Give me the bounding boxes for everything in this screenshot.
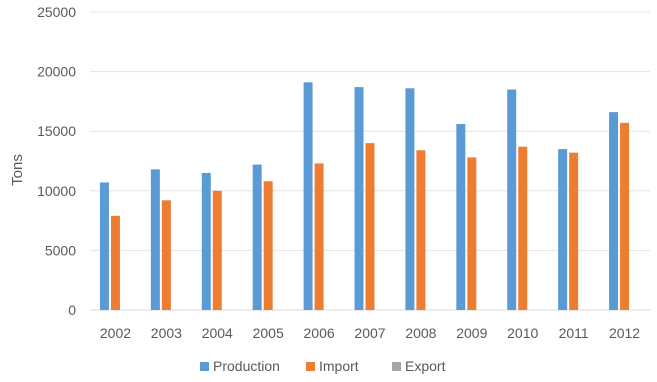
bar-production-2004 xyxy=(201,172,211,310)
legend-label-production: Production xyxy=(213,358,280,374)
bar-production-2011 xyxy=(558,149,568,310)
bar-production-2002 xyxy=(99,182,109,310)
bar-production-2008 xyxy=(405,88,415,311)
bar-import-2005 xyxy=(263,181,273,310)
bar-production-2010 xyxy=(507,89,517,310)
x-tick-label: 2006 xyxy=(304,325,335,341)
y-tick-label: 10000 xyxy=(37,183,76,199)
y-tick-label: 25000 xyxy=(37,4,76,20)
bar-import-2004 xyxy=(212,190,222,310)
x-tick-label: 2005 xyxy=(253,325,284,341)
bar-import-2006 xyxy=(314,163,324,310)
x-tick-label: 2007 xyxy=(354,325,385,341)
legend-swatch-import xyxy=(306,362,315,371)
bar-import-2010 xyxy=(518,146,528,310)
x-tick-label: 2011 xyxy=(559,325,589,341)
legend-swatch-production xyxy=(200,362,209,371)
legend-swatch-export xyxy=(392,362,401,371)
y-axis-ticks: 0 5000 10000 15000 20000 25000 xyxy=(37,4,76,318)
x-tick-label: 2008 xyxy=(405,325,436,341)
bar-import-2011 xyxy=(569,152,579,310)
y-tick-label: 20000 xyxy=(37,64,76,80)
legend-label-export: Export xyxy=(405,358,446,374)
bar-import-2002 xyxy=(110,215,120,310)
legend: Production Import Export xyxy=(200,358,446,374)
bars xyxy=(99,82,630,311)
x-tick-label: 2002 xyxy=(100,325,131,341)
x-tick-label: 2003 xyxy=(151,325,182,341)
x-axis-ticks: 2002 2003 2004 2005 2006 2007 2008 2009 2010 2011… xyxy=(100,325,640,341)
legend-label-import: Import xyxy=(319,358,359,374)
x-tick-label: 2010 xyxy=(507,325,538,341)
bar-production-2012 xyxy=(609,112,619,311)
x-tick-label: 2009 xyxy=(456,325,487,341)
bar-production-2003 xyxy=(150,169,160,310)
x-tick-label: 2012 xyxy=(609,325,640,341)
bar-production-2007 xyxy=(354,87,364,310)
bar-production-2006 xyxy=(303,82,313,310)
x-tick-label: 2004 xyxy=(202,325,233,341)
bar-import-2008 xyxy=(416,150,426,310)
bar-import-2007 xyxy=(365,143,375,310)
bar-import-2012 xyxy=(620,122,630,310)
y-tick-label: 5000 xyxy=(45,242,76,258)
bar-production-2009 xyxy=(456,124,466,310)
y-axis-title: Tons xyxy=(9,154,26,186)
bar-production-2005 xyxy=(252,164,262,310)
y-tick-label: 15000 xyxy=(37,123,76,139)
bar-import-2003 xyxy=(161,200,171,310)
y-tick-label: 0 xyxy=(68,302,76,318)
bar-import-2009 xyxy=(467,157,477,310)
